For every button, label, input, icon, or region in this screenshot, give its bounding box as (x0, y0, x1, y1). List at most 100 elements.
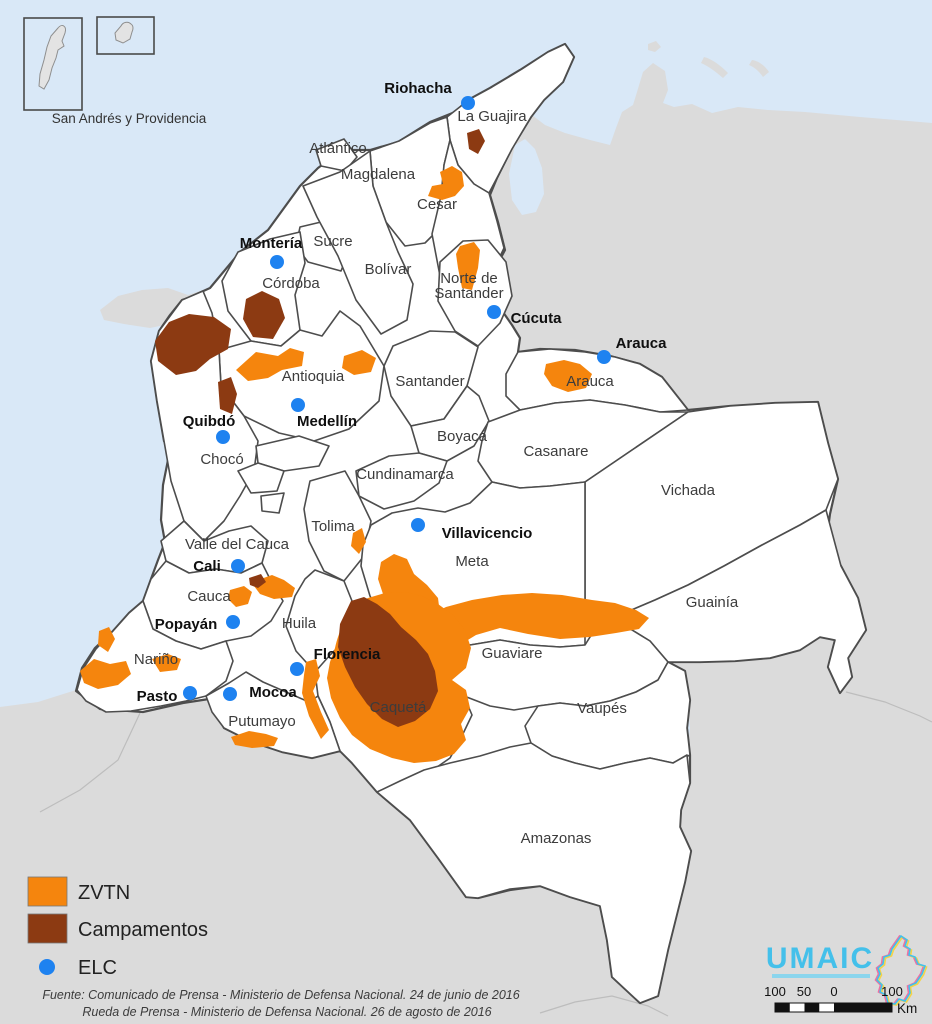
city-label: Riohacha (384, 80, 452, 97)
zvtn-cesar (428, 166, 464, 200)
scale-unit-label: Km (897, 1001, 917, 1016)
department-antioquia (218, 310, 385, 442)
department-label: Meta (455, 553, 489, 570)
elc-marker (290, 662, 304, 676)
city-label: Arauca (616, 335, 668, 352)
zvtn-cauca (228, 586, 252, 607)
campamento-caqueta (338, 597, 438, 727)
zvtn-antioquia-west (236, 348, 304, 381)
department-guainia (599, 509, 867, 694)
border-peru-brazil (539, 995, 669, 1017)
department-label: Caquetá (370, 699, 427, 716)
zvtn-putumayo (231, 731, 278, 748)
city-label: Villavicencio (442, 525, 533, 542)
department-label: Putumayo (228, 713, 296, 730)
city-label: Mocoa (249, 684, 297, 701)
campamento-valle (249, 574, 266, 588)
legend-swatch-campamentos (27, 913, 68, 944)
elc-marker (597, 350, 611, 364)
elc-marker (223, 687, 237, 701)
legend-swatch-zvtn (27, 876, 68, 907)
department-label: Guaviare (482, 645, 543, 662)
zvtn-meta-strip (419, 593, 649, 649)
department-tolima (303, 470, 372, 582)
city-label: Quibdó (183, 413, 236, 430)
city-labels: Riohacha Montería Cúcuta Arauca Quibdó Medell… (137, 80, 668, 705)
department-norte-de-santander (437, 239, 513, 347)
department-label: Cesar (417, 196, 457, 213)
department-label: Santander (395, 373, 464, 390)
department-label: Nariño (134, 651, 178, 668)
inset-san-andres: San Andrés y Providencia (23, 16, 207, 126)
department-risaralda (237, 462, 285, 494)
legend-label: ZVTN (78, 882, 130, 904)
umaic-logo: UMAIC (766, 934, 928, 1006)
umaic-logo-text: UMAIC (766, 942, 874, 975)
legend-label: ELC (78, 957, 117, 979)
island-1 (648, 41, 661, 52)
department-label: Sucre (313, 233, 352, 250)
zvtn-arauca (544, 360, 592, 392)
city-label: Florencia (314, 646, 381, 663)
legend-dot-elc (39, 959, 55, 975)
country-venezuela-brazil-peru (0, 63, 932, 1024)
department-label: Cundinamarca (356, 466, 454, 483)
zvtn-narino-coast (80, 659, 131, 689)
zvtn-tolima (351, 528, 366, 554)
department-label: Boyacá (437, 428, 488, 445)
elc-marker (291, 398, 305, 412)
scale-tick-label: 0 (830, 984, 837, 999)
department-label: Chocó (200, 451, 243, 468)
department-label: Vaupés (577, 700, 627, 717)
elc-marker (461, 96, 475, 110)
inset-box-providencia (96, 16, 155, 55)
department-label: Arauca (566, 373, 614, 390)
department-amazonas (376, 742, 692, 1004)
elc-dots (183, 96, 611, 701)
zvtn-caqueta-west (302, 659, 329, 739)
department-label: Tolima (311, 518, 355, 535)
city-label: Cali (193, 558, 221, 575)
source-line: Fuente: Comunicado de Prensa - Ministeri… (42, 988, 519, 1002)
department-label: Bolívar (365, 261, 412, 278)
legend-label: Campamentos (78, 919, 208, 941)
island-2 (701, 57, 728, 78)
department-label: Magdalena (341, 166, 416, 183)
elc-marker (487, 305, 501, 319)
department-label: Valle del Cauca (185, 536, 290, 553)
department-cundinamarca (355, 452, 448, 510)
border-venezuela-brazil (845, 691, 932, 723)
zvtn-norte-santander (456, 242, 480, 290)
campamento-uraba (155, 314, 231, 375)
lake-maracaibo (509, 139, 544, 215)
scale-bar: 100 50 0 100 Km (764, 984, 917, 1016)
campamento-choco (218, 377, 237, 414)
umaic-tagline (772, 974, 870, 978)
source-note: Fuente: Comunicado de Prensa - Ministeri… (42, 988, 519, 1019)
department-label: Vichada (661, 482, 716, 499)
inset-label: San Andrés y Providencia (52, 111, 207, 126)
campamento-la-guajira (467, 129, 485, 154)
campamentos-zones (155, 129, 485, 727)
zvtn-narino-mid (152, 654, 181, 672)
campamento-cordoba (243, 291, 285, 339)
elc-marker (411, 518, 425, 532)
city-label: Medellín (297, 413, 357, 430)
department-label: Guainía (686, 594, 739, 611)
scale-tick-label: 100 (764, 984, 786, 999)
department-label: Huila (282, 615, 317, 632)
zvtn-antioquia-east (342, 350, 376, 375)
city-label: Cúcuta (511, 310, 562, 327)
elc-marker (270, 255, 284, 269)
elc-marker (226, 615, 240, 629)
department-label: Atlántico (309, 140, 367, 157)
department-quindio (260, 492, 285, 514)
department-label: Cauca (187, 588, 231, 605)
department-label: La Guajira (457, 108, 527, 125)
department-label: Antioquia (282, 368, 345, 385)
department-label: Amazonas (521, 830, 592, 847)
department-bolivar (302, 150, 414, 335)
